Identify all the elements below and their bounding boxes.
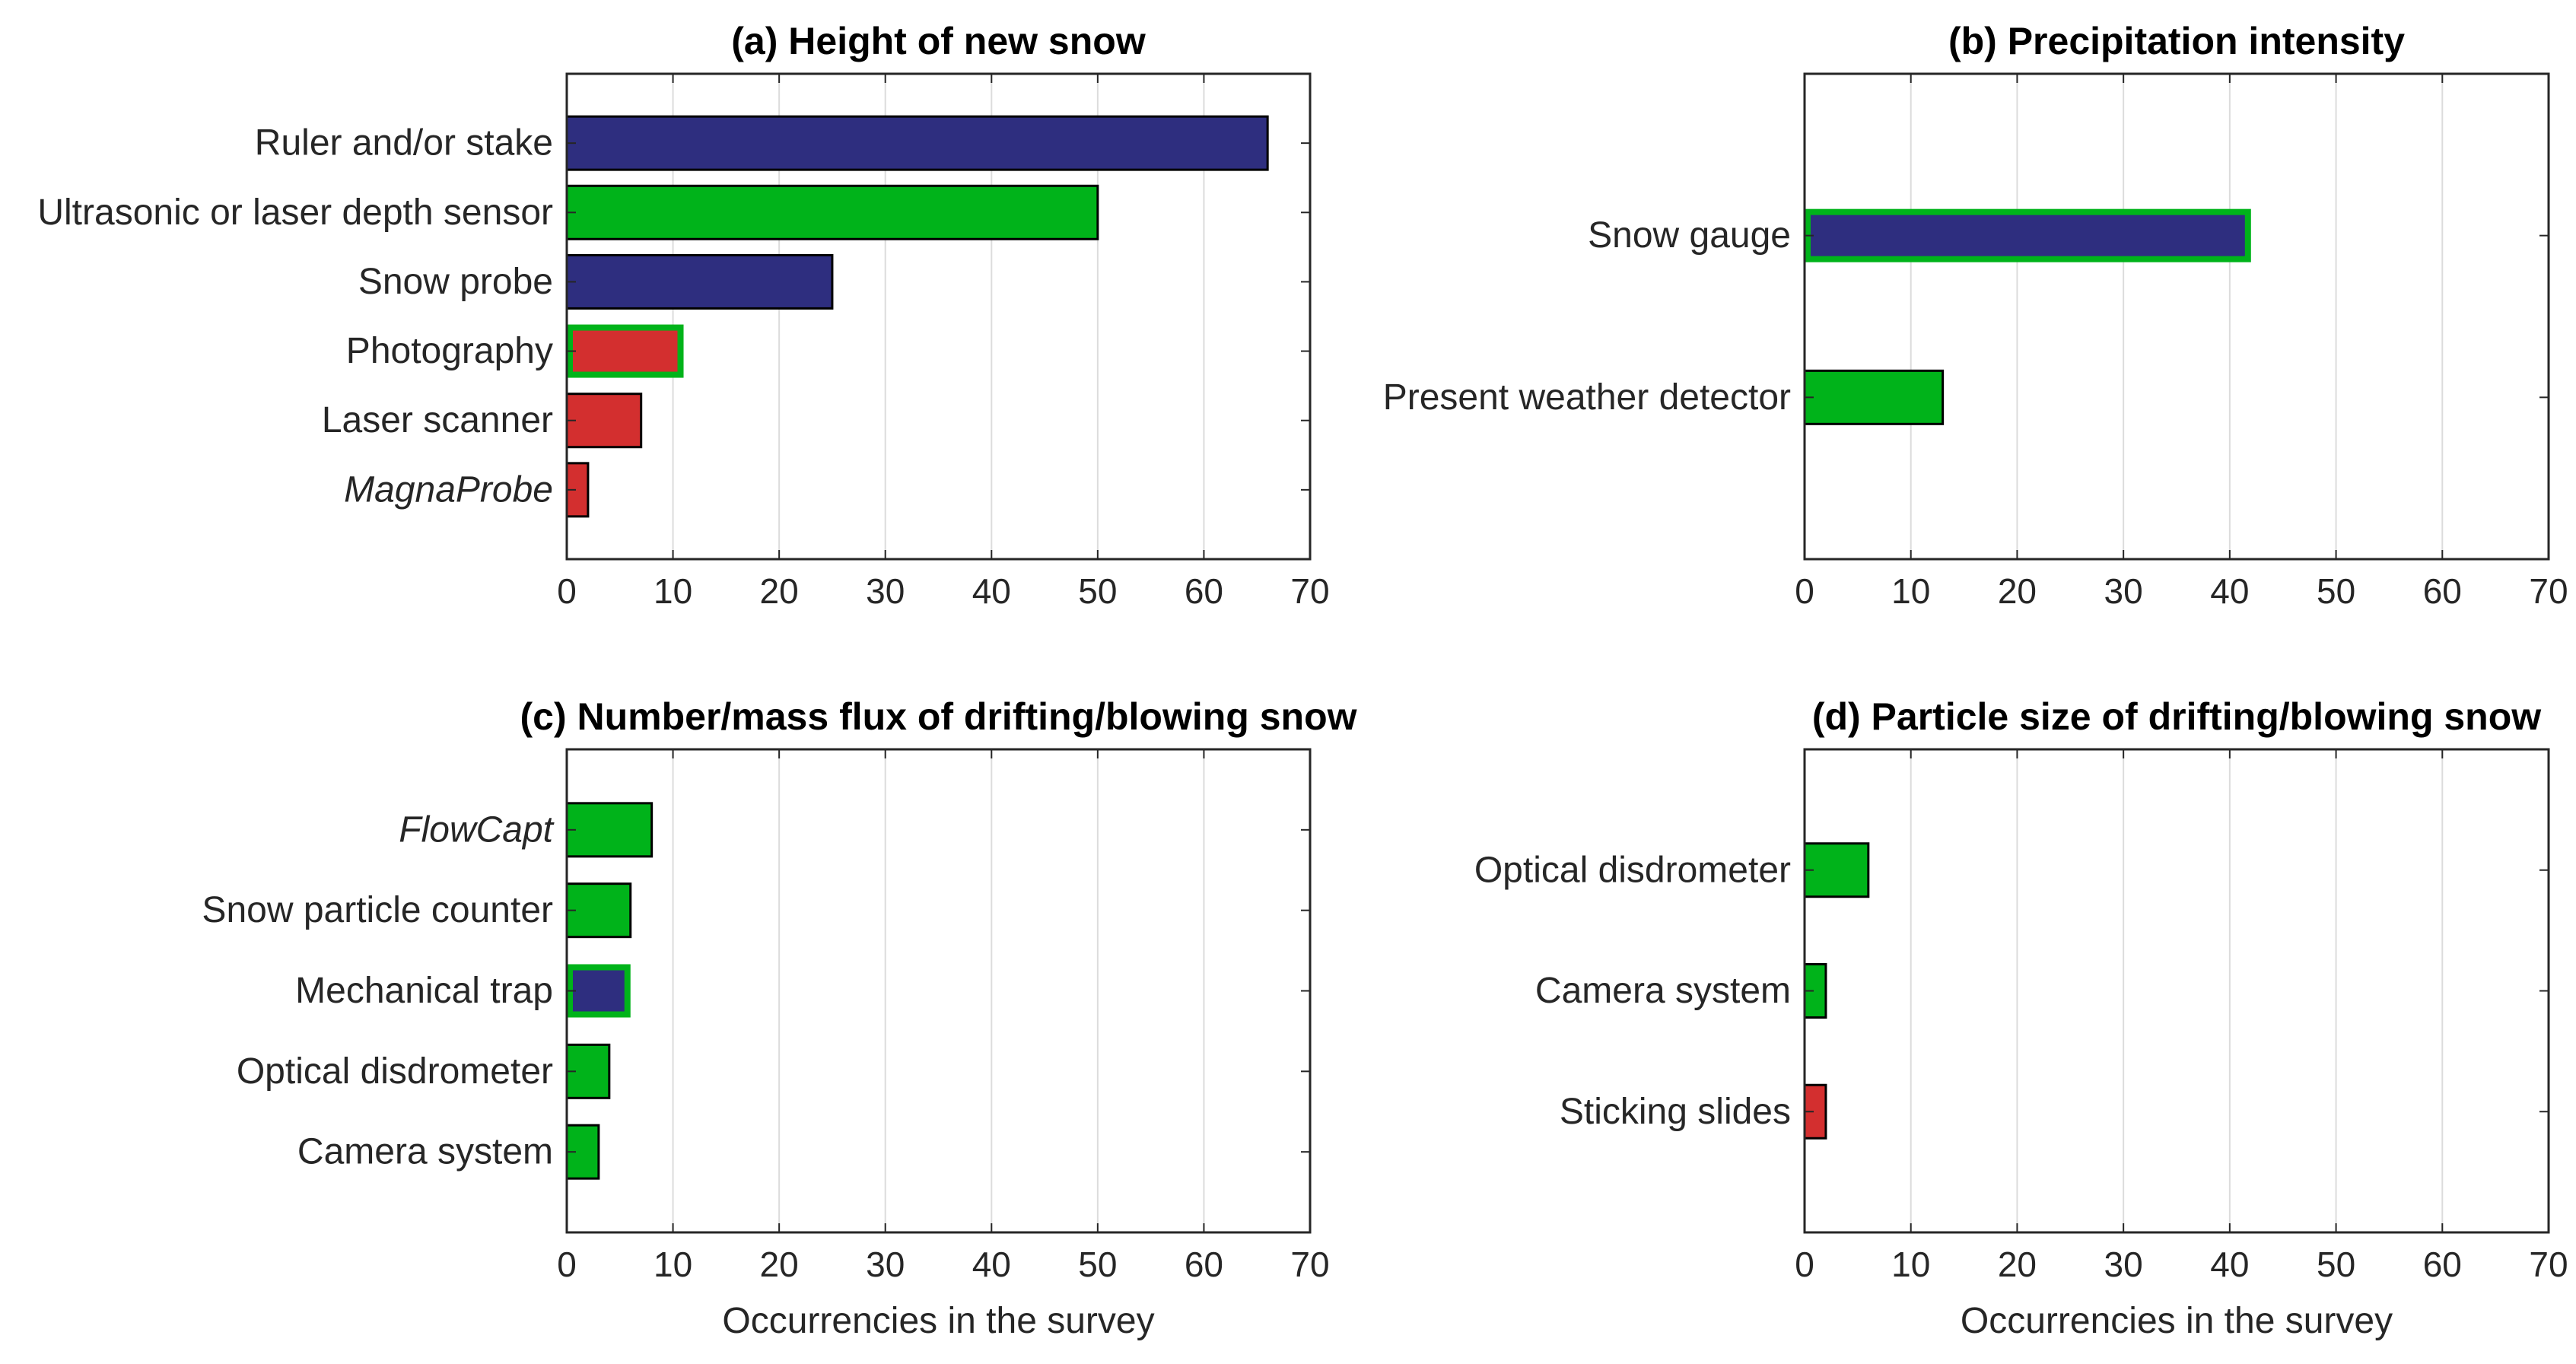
- xtick-label: 20: [1998, 571, 2037, 611]
- panel-b: Snow gauge Present weather detector 0 10 20 3…: [1383, 20, 2568, 611]
- bar-a-5: [565, 393, 643, 449]
- xtick-label: 20: [1998, 1245, 2037, 1284]
- xtick-label: 30: [2104, 1245, 2143, 1284]
- xtick-label: 40: [2210, 571, 2249, 611]
- xtick-label: 60: [2423, 571, 2462, 611]
- xtick-label: 50: [2317, 571, 2355, 611]
- category-label: FlowCapt: [399, 809, 554, 850]
- xtick-label: 70: [1290, 571, 1329, 611]
- bar-d-1: [1803, 842, 1870, 898]
- category-label: Snow probe: [358, 262, 553, 302]
- chart-title: (d) Particle size of drifting/blowing sn…: [1812, 695, 2541, 738]
- xtick-label: 30: [866, 1245, 905, 1284]
- xtick-label: 10: [654, 1245, 692, 1284]
- xtick-label: 40: [2210, 1245, 2249, 1284]
- xtick-label: 0: [1795, 1245, 1814, 1284]
- bar-b-2: [1803, 369, 1945, 425]
- panel-d: Optical disdrometer Camera system Sticking…: [1474, 695, 2568, 1341]
- xtick-label: 0: [1795, 571, 1814, 611]
- xtick-label: 10: [1891, 571, 1930, 611]
- category-label: Camera system: [297, 1132, 553, 1172]
- xtick-label: 50: [1078, 1245, 1117, 1284]
- bar-a-2: [565, 184, 1099, 240]
- xtick-label: 30: [2104, 571, 2143, 611]
- bar-a-4: [567, 324, 684, 378]
- category-label: Ruler and/or stake: [255, 123, 553, 164]
- bar-c-2: [565, 882, 632, 939]
- chart-title: (b) Precipitation intensity: [1948, 20, 2405, 62]
- category-label: Sticking slides: [1560, 1092, 1791, 1132]
- xtick-label: 50: [1078, 571, 1117, 611]
- xtick-label: 50: [2317, 1245, 2355, 1284]
- panel-c: FlowCapt Snow particle counter Mechanical …: [202, 695, 1356, 1341]
- bar-c-1: [565, 802, 654, 858]
- xtick-label: 40: [972, 1245, 1011, 1284]
- category-label: Optical disdrometer: [1474, 850, 1791, 890]
- xtick-label: 10: [654, 571, 692, 611]
- xtick-label: 70: [1290, 1245, 1329, 1284]
- chart-title: (a) Height of new snow: [731, 20, 1146, 62]
- axes-box: [565, 748, 1312, 1234]
- category-label: Snow gauge: [1588, 215, 1791, 256]
- x-axis-label: Occurrencies in the survey: [1961, 1301, 2393, 1341]
- xtick-label: 70: [2529, 571, 2568, 611]
- bar-a-3: [565, 253, 834, 310]
- axes-box: [1803, 72, 2550, 561]
- category-label: Mechanical trap: [295, 971, 553, 1011]
- xtick-label: 30: [866, 571, 905, 611]
- category-label: Laser scanner: [322, 400, 553, 440]
- bar-b-1: [1805, 208, 2251, 262]
- xtick-label: 0: [557, 571, 577, 611]
- category-label: Snow particle counter: [202, 890, 553, 930]
- bar-a-1: [565, 115, 1269, 171]
- category-label: Photography: [346, 331, 553, 371]
- xtick-label: 20: [760, 571, 799, 611]
- chart-title: (c) Number/mass flux of drifting/blowing…: [520, 695, 1356, 738]
- category-label: Ultrasonic or laser depth sensor: [37, 192, 553, 233]
- xtick-label: 70: [2529, 1245, 2568, 1284]
- xtick-label: 40: [972, 571, 1011, 611]
- xtick-label: 20: [760, 1245, 799, 1284]
- category-label: Present weather detector: [1383, 377, 1791, 418]
- bar-c-3: [567, 964, 631, 1018]
- axes-box: [565, 72, 1312, 561]
- category-label: Camera system: [1535, 971, 1791, 1011]
- category-label: Optical disdrometer: [237, 1051, 553, 1092]
- x-axis-label: Occurrencies in the survey: [722, 1301, 1154, 1341]
- xtick-label: 60: [1185, 1245, 1223, 1284]
- xtick-label: 60: [2423, 1245, 2462, 1284]
- axes-box: [1803, 748, 2550, 1234]
- xtick-label: 10: [1891, 1245, 1930, 1284]
- category-label: MagnaProbe: [344, 469, 553, 510]
- panel-a: Ruler and/or stake Ultrasonic or laser de…: [37, 20, 1329, 611]
- xtick-label: 60: [1185, 571, 1223, 611]
- xtick-label: 0: [557, 1245, 577, 1284]
